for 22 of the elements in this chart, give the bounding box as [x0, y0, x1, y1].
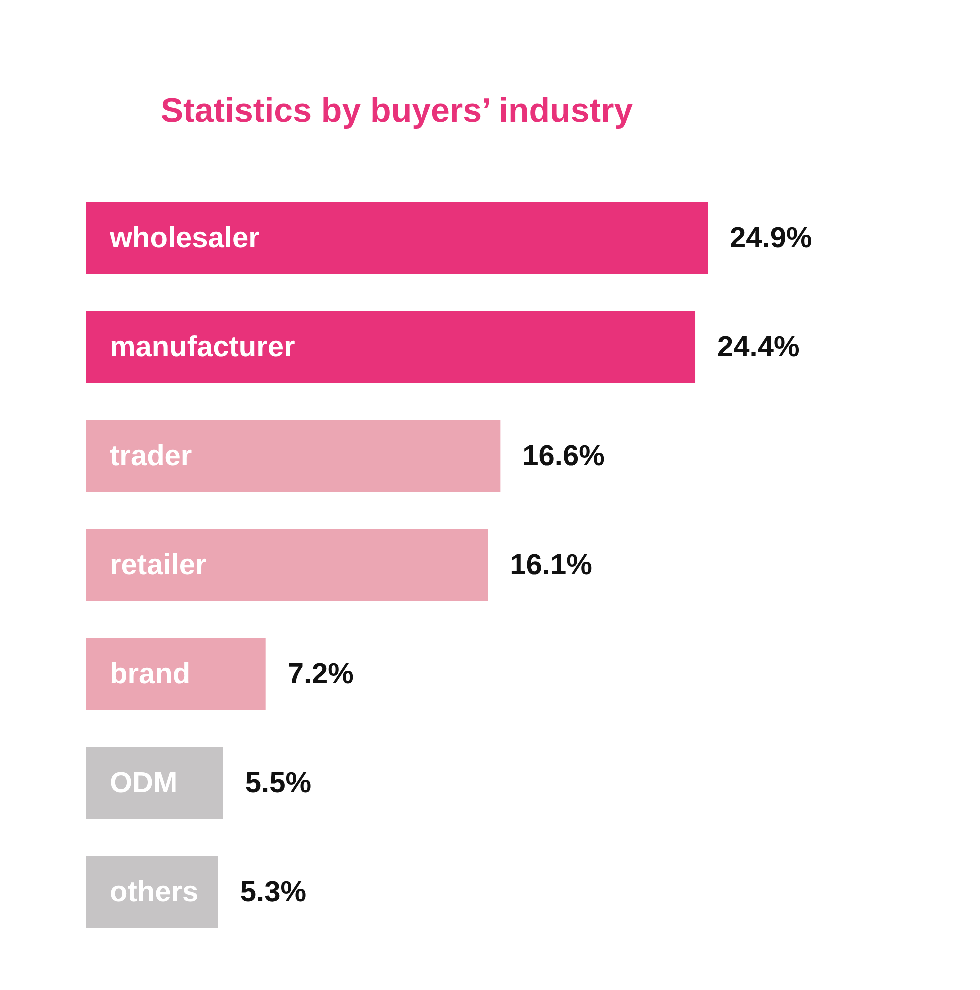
y-tick-label: wholesaler	[109, 222, 260, 254]
y-tick-label: brand	[110, 658, 191, 690]
bar	[86, 856, 218, 928]
data-label: 24.4%	[718, 332, 800, 364]
bar	[86, 420, 501, 492]
y-tick-label: ODM	[110, 768, 178, 800]
bar	[86, 202, 708, 274]
bar	[86, 530, 488, 602]
data-label: 5.5%	[245, 768, 312, 800]
bar	[86, 748, 224, 820]
data-label: 7.2%	[288, 658, 354, 690]
data-label: 24.9%	[730, 222, 812, 254]
y-tick-label: others	[110, 876, 199, 908]
y-tick-label: manufacturer	[110, 332, 296, 364]
data-label: 5.3%	[240, 876, 307, 908]
chart-title: Statistics by buyers’ industry	[160, 92, 634, 130]
y-tick-label: trader	[110, 440, 192, 472]
bar	[86, 638, 266, 710]
y-tick-label: retailer	[110, 550, 207, 582]
data-label: 16.6%	[522, 440, 606, 472]
data-label: 16.1%	[510, 550, 593, 582]
bar	[86, 312, 696, 384]
